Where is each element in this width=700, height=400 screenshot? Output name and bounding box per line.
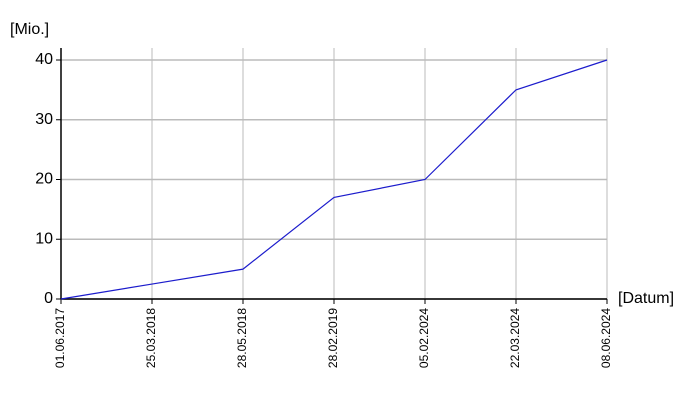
x-axis-label: [Datum] [618, 290, 674, 307]
x-tick-label: 28.05.2018 [235, 308, 249, 368]
x-tick-label: 05.02.2024 [417, 308, 431, 368]
y-tick-label: 10 [35, 230, 53, 247]
y-axis-label: [Mio.] [10, 21, 49, 38]
x-tick-label: 08.06.2024 [599, 308, 613, 368]
y-tick-label: 0 [44, 290, 53, 307]
x-tick-label: 01.06.2017 [53, 308, 67, 368]
y-tick-label: 40 [35, 51, 53, 68]
x-tick-label: 28.02.2019 [326, 308, 340, 368]
x-tick-label: 25.03.2018 [144, 308, 158, 368]
y-tick-label: 20 [35, 171, 53, 188]
x-tick-label: 22.03.2024 [508, 308, 522, 368]
data-line [60, 59, 608, 300]
y-tick-label: 30 [35, 111, 53, 128]
